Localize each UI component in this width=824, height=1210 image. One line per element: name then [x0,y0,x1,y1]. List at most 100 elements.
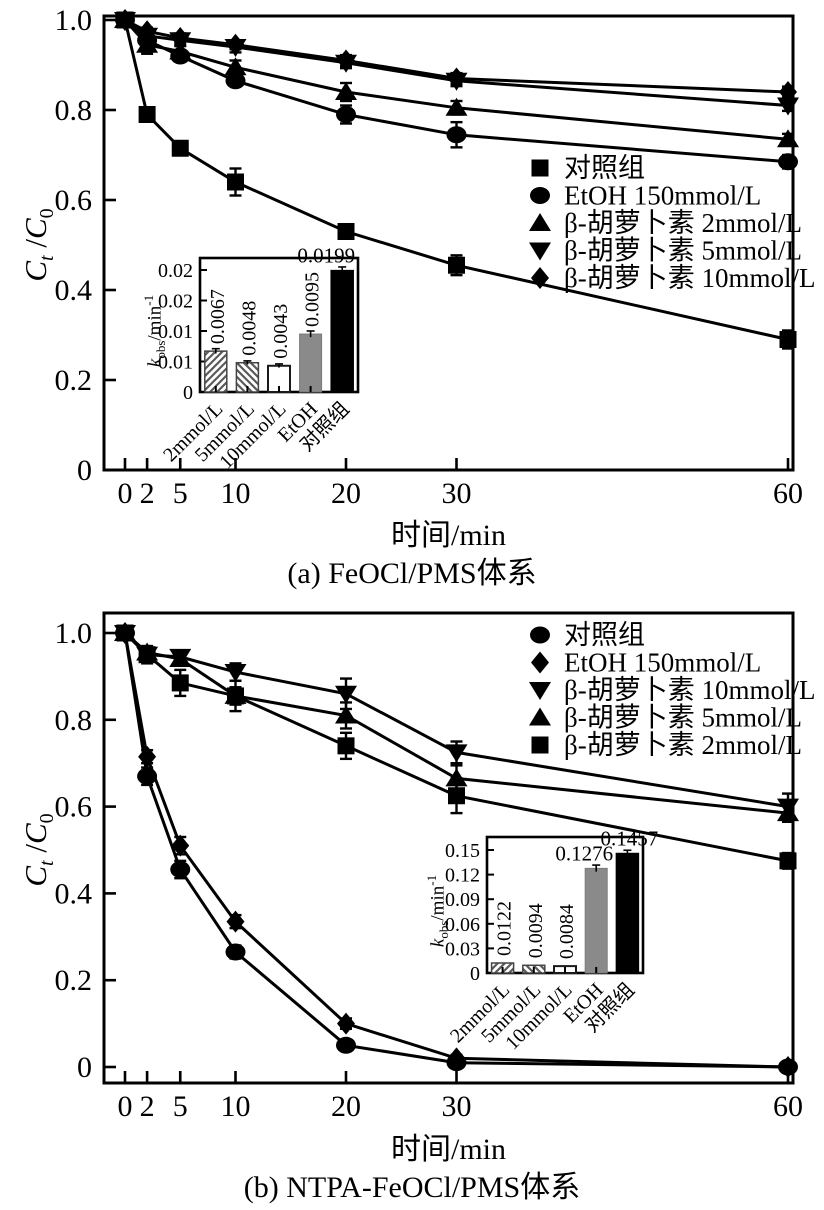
data-point-diamond [447,67,466,90]
y-tick-label: 0.6 [55,791,93,824]
data-point-diamond [116,9,134,31]
data-point-triangle-up [445,97,468,116]
legend-item-label: 对照组 [564,620,645,650]
legend-marker-triangle-up [529,213,551,231]
y-tick-label: 0.8 [55,94,93,127]
x-tick-label: 20 [331,477,361,510]
data-point-circle [336,1036,356,1054]
inset-b-unit: /min [427,885,449,921]
data-point-diamond [138,20,157,43]
x-axis-title-a: 时间/min [390,519,506,552]
inset-y-tick-label: 0.15 [445,840,480,862]
inset-value-label: 0.0067 [207,289,229,344]
legend-marker-triangle-down [529,682,551,700]
y-axis-title-a-sub: t [36,255,59,261]
y-axis-title-a-sub2: 0 [36,208,59,219]
y-axis-title-b-sub2: 0 [36,813,59,824]
legend-marker-circle [530,187,550,204]
y-tick-label: 0.2 [55,964,93,997]
inset-value-label: 0.0199 [297,244,355,268]
x-tick-label: 60 [773,477,803,510]
inset-y-tick-label: 0.02 [158,291,193,313]
plot-border [102,611,795,1085]
inset-bar [584,867,608,974]
inset-bar [615,852,640,974]
inset-bar [299,333,323,393]
inset-value-label: 0.0084 [556,904,578,959]
y-axis-title-b-sep: / [18,844,53,861]
inset-y-tick-label: 0.12 [445,865,480,887]
data-point-circle [778,153,798,171]
data-point-triangle-down [335,685,357,704]
inset-y-tick-label: 0.06 [445,914,480,936]
y-tick-label: 1.0 [55,617,93,650]
data-point-diamond [226,33,245,56]
x-axis-title-b: 时间/min [390,1133,506,1166]
legend-item-label: β-胡萝卜素 5mmol/L [564,236,802,266]
x-tick-label: 0 [118,1090,133,1123]
inset-a-exp: -1 [141,294,156,306]
data-point-circle [336,106,356,123]
data-point-triangle-down [224,664,247,683]
x-tick-label: 0 [118,477,133,510]
inset-a-k: k [144,358,166,368]
legend-item-label: EtOH 150mmol/L [564,648,761,678]
data-point-square [227,687,244,705]
inset-bar [330,269,354,393]
y-tick-label: 0 [77,1051,92,1084]
legend-item-label: β-胡萝卜素 2mmol/L [564,208,802,238]
data-point-square [337,223,355,240]
data-point-diamond [226,910,245,933]
data-point-triangle-up [777,129,799,148]
inset-y-axis-title-b: kobs/min-1 [420,836,451,986]
data-point-square [171,139,189,157]
inset-value-label: 0.1276 [555,841,613,865]
data-point-diamond [171,27,190,49]
data-point-square [138,646,156,664]
data-point-square [171,674,189,692]
y-axis-title-b: Ct /C0 [14,765,58,935]
y-axis-title-a-main2: C [18,218,53,240]
legend-item-label: EtOH 150mmol/L [564,181,761,211]
x-tick-label: 20 [331,1090,361,1123]
y-tick-label: 0.4 [55,877,93,910]
legend-marker-triangle-up [529,707,551,726]
data-point-diamond [779,81,797,103]
plot-border [102,14,795,472]
y-axis-title-a-sep: / [18,239,53,256]
legend-marker-diamond [531,651,549,674]
data-point-square [227,173,244,191]
data-point-diamond [337,1012,355,1035]
inset-value-label: 0.0095 [302,272,324,327]
legend-item-label: β-胡萝卜素 5mmol/L [564,703,802,733]
legend-marker-triangle-down [529,242,551,261]
data-point-square [337,737,355,755]
inset-bar [204,350,228,393]
data-point-square [448,787,465,805]
data-point-circle [225,943,246,961]
x-tick-label: 30 [442,1090,472,1123]
x-tick-label: 5 [173,477,188,510]
inset-value-label: 0.0122 [494,901,516,956]
x-tick-label: 2 [140,477,155,510]
data-point-circle [225,72,246,90]
data-point-triangle-up [777,803,799,822]
x-tick-label: 10 [221,477,251,510]
inset-a-obs: obs [153,340,169,359]
inset-b-obs: obs [436,920,452,939]
y-tick-label: 0.8 [55,704,93,737]
legend-marker-circle [530,626,550,644]
y-axis-title-b-sub: t [36,860,59,866]
y-axis-title-b-main: C [18,865,53,887]
y-tick-label: 0.4 [55,274,93,307]
legend-item-label: β-胡萝卜素 10mmol/L [564,263,815,293]
inset-y-axis-title-a: kobs/min-1 [137,256,168,406]
caption-a: (a) FeOCl/PMS体系 [287,557,537,590]
data-point-diamond [779,1056,797,1078]
data-point-triangle-down [445,744,468,763]
inset-y-tick-label: 0.01 [158,352,193,374]
x-tick-label: 30 [442,477,472,510]
data-point-square [779,331,797,348]
